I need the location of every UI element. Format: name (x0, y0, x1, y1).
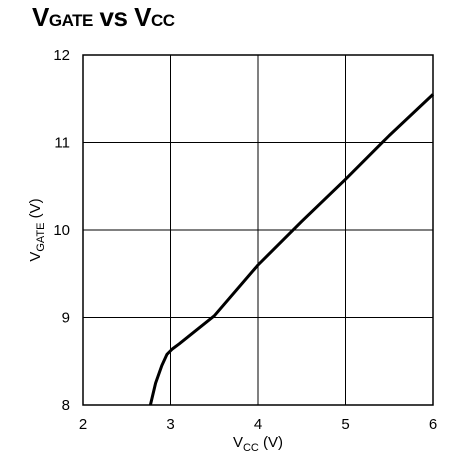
x-tick-label: 4 (254, 416, 262, 433)
x-tick-labels: 2 3 4 5 6 (79, 416, 437, 433)
y-tick-label: 10 (53, 222, 70, 239)
y-tick-labels: 8 9 10 11 12 (53, 47, 70, 414)
x-axis-label: VCC (V) (233, 434, 283, 454)
y-tick-label: 9 (62, 310, 70, 327)
y-axis-label: VGATE (V) (27, 198, 47, 261)
x-tick-label: 6 (429, 416, 437, 433)
grid-lines (83, 55, 433, 405)
chart-title: VGATE vs VCC (32, 2, 175, 32)
x-tick-label: 3 (166, 416, 174, 433)
x-tick-label: 5 (341, 416, 349, 433)
y-tick-label: 12 (53, 47, 70, 64)
plot-frame (82, 54, 434, 406)
y-tick-label: 8 (62, 397, 70, 414)
x-tick-label: 2 (79, 416, 87, 433)
series-line-vgate (148, 93, 435, 406)
y-tick-label: 11 (54, 135, 70, 152)
